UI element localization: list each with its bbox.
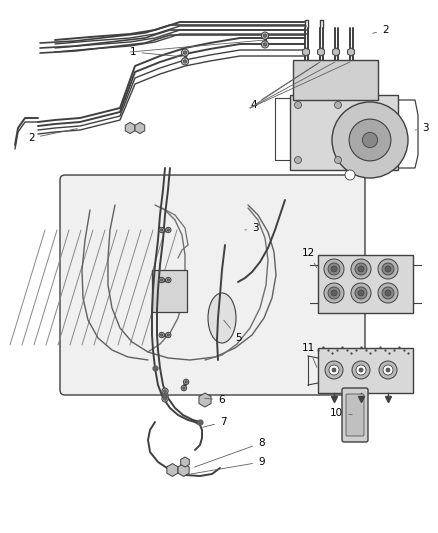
Circle shape xyxy=(160,279,163,281)
Circle shape xyxy=(325,361,343,379)
Circle shape xyxy=(378,259,398,279)
Circle shape xyxy=(355,263,367,275)
Circle shape xyxy=(351,283,371,303)
Circle shape xyxy=(358,266,364,272)
Circle shape xyxy=(335,157,342,164)
Circle shape xyxy=(159,277,164,282)
Circle shape xyxy=(184,60,187,63)
Circle shape xyxy=(349,119,391,161)
Circle shape xyxy=(328,263,340,275)
Circle shape xyxy=(324,259,344,279)
Circle shape xyxy=(159,227,164,233)
Polygon shape xyxy=(125,123,135,134)
Circle shape xyxy=(164,390,166,392)
Polygon shape xyxy=(332,48,339,56)
Circle shape xyxy=(181,49,189,56)
Text: 5: 5 xyxy=(224,320,242,343)
Circle shape xyxy=(378,283,398,303)
Polygon shape xyxy=(318,48,325,56)
Circle shape xyxy=(181,385,187,391)
Circle shape xyxy=(385,290,391,296)
Circle shape xyxy=(294,101,301,109)
Circle shape xyxy=(385,266,391,272)
FancyBboxPatch shape xyxy=(342,388,368,442)
Text: 1: 1 xyxy=(130,47,182,57)
Circle shape xyxy=(166,227,171,233)
Text: 6: 6 xyxy=(205,395,225,405)
Text: 7: 7 xyxy=(203,417,226,427)
Circle shape xyxy=(356,365,366,375)
Circle shape xyxy=(328,287,340,299)
Circle shape xyxy=(379,361,397,379)
Text: 3: 3 xyxy=(245,223,258,233)
Circle shape xyxy=(184,379,189,385)
Circle shape xyxy=(351,259,371,279)
Circle shape xyxy=(352,361,370,379)
Bar xyxy=(318,348,413,393)
Polygon shape xyxy=(303,48,310,56)
Circle shape xyxy=(294,157,301,164)
Circle shape xyxy=(359,368,363,372)
Circle shape xyxy=(331,290,337,296)
Bar xyxy=(152,270,187,312)
Circle shape xyxy=(167,334,170,336)
Bar xyxy=(293,60,378,100)
Polygon shape xyxy=(167,464,178,477)
Circle shape xyxy=(166,332,171,338)
Ellipse shape xyxy=(208,293,236,343)
Circle shape xyxy=(181,58,189,65)
Circle shape xyxy=(355,287,367,299)
FancyBboxPatch shape xyxy=(346,394,364,436)
Text: 9: 9 xyxy=(188,457,265,474)
Circle shape xyxy=(332,368,336,372)
Text: 11: 11 xyxy=(302,343,317,367)
Bar xyxy=(318,255,413,313)
Circle shape xyxy=(167,229,170,231)
Circle shape xyxy=(261,32,268,39)
Text: 12: 12 xyxy=(302,248,317,268)
Circle shape xyxy=(329,365,339,375)
Text: 2: 2 xyxy=(373,25,389,35)
Polygon shape xyxy=(347,48,354,56)
Text: 3: 3 xyxy=(415,123,429,133)
Polygon shape xyxy=(135,123,145,134)
Text: 10: 10 xyxy=(330,408,352,418)
Circle shape xyxy=(345,170,355,180)
Circle shape xyxy=(335,101,342,109)
Circle shape xyxy=(166,277,171,282)
Circle shape xyxy=(162,388,168,394)
Circle shape xyxy=(324,283,344,303)
Circle shape xyxy=(358,290,364,296)
Circle shape xyxy=(162,395,168,402)
Circle shape xyxy=(160,334,163,336)
Bar xyxy=(290,95,398,170)
Circle shape xyxy=(160,229,163,231)
Circle shape xyxy=(184,51,187,54)
Circle shape xyxy=(159,332,164,338)
Polygon shape xyxy=(178,464,189,477)
Circle shape xyxy=(261,41,268,48)
Circle shape xyxy=(331,266,337,272)
Text: 2: 2 xyxy=(28,128,77,143)
Circle shape xyxy=(332,102,408,178)
Circle shape xyxy=(185,381,187,383)
Circle shape xyxy=(263,34,267,37)
Circle shape xyxy=(183,387,185,389)
Polygon shape xyxy=(180,457,189,467)
Circle shape xyxy=(263,43,267,46)
Circle shape xyxy=(362,132,378,148)
FancyBboxPatch shape xyxy=(60,175,365,395)
Circle shape xyxy=(382,263,394,275)
Circle shape xyxy=(383,365,393,375)
Text: 8: 8 xyxy=(194,438,265,467)
Polygon shape xyxy=(199,393,211,407)
Circle shape xyxy=(382,287,394,299)
Circle shape xyxy=(164,398,166,400)
Text: 4: 4 xyxy=(250,63,318,110)
Circle shape xyxy=(167,279,170,281)
Circle shape xyxy=(386,368,390,372)
